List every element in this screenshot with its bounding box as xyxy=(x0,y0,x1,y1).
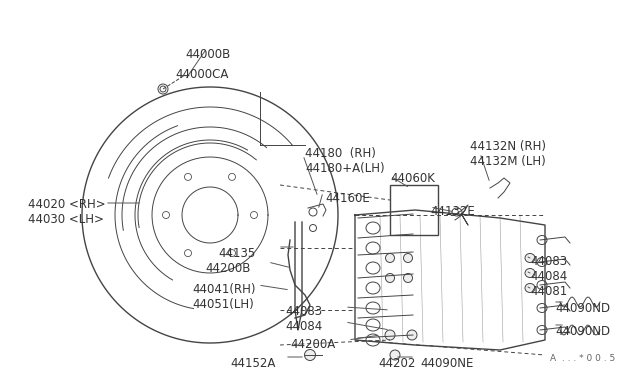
Text: 44041(RH): 44041(RH) xyxy=(192,283,255,296)
Text: 44090ND: 44090ND xyxy=(555,325,610,338)
Ellipse shape xyxy=(385,330,395,340)
Text: 44020 <RH>: 44020 <RH> xyxy=(28,198,106,211)
Text: 44081: 44081 xyxy=(530,285,567,298)
Ellipse shape xyxy=(403,253,413,263)
Text: 44132M (LH): 44132M (LH) xyxy=(470,155,546,168)
Text: 44084: 44084 xyxy=(530,270,567,283)
Text: 44083: 44083 xyxy=(285,305,322,318)
Ellipse shape xyxy=(525,283,535,292)
Text: 44200B: 44200B xyxy=(205,262,250,275)
Text: 44180+A(LH): 44180+A(LH) xyxy=(305,162,385,175)
Text: 44060K: 44060K xyxy=(390,172,435,185)
Text: 44132E: 44132E xyxy=(430,205,475,218)
Text: 44000CA: 44000CA xyxy=(175,68,228,81)
Ellipse shape xyxy=(407,330,417,340)
Text: 44090NE: 44090NE xyxy=(420,357,474,370)
Text: 44160E: 44160E xyxy=(325,192,370,205)
Ellipse shape xyxy=(525,269,535,278)
Text: 44090ND: 44090ND xyxy=(555,302,610,315)
Ellipse shape xyxy=(305,350,316,360)
Text: 44000B: 44000B xyxy=(185,48,230,61)
Ellipse shape xyxy=(403,273,413,282)
Bar xyxy=(390,185,438,235)
Text: 44132N (RH): 44132N (RH) xyxy=(470,140,546,153)
Ellipse shape xyxy=(390,350,400,360)
Text: 44180  (RH): 44180 (RH) xyxy=(305,147,376,160)
Text: 44200A: 44200A xyxy=(290,338,335,351)
Text: 44084: 44084 xyxy=(285,320,323,333)
Ellipse shape xyxy=(525,253,535,263)
Text: 44030 <LH>: 44030 <LH> xyxy=(28,213,104,226)
Text: 44152A: 44152A xyxy=(230,357,275,370)
Ellipse shape xyxy=(385,253,394,263)
Text: A  . . . * 0 0 . 5: A . . . * 0 0 . 5 xyxy=(550,354,615,363)
Text: 44202: 44202 xyxy=(378,357,415,370)
Text: 44051(LH): 44051(LH) xyxy=(192,298,253,311)
Ellipse shape xyxy=(385,273,394,282)
Text: 44083: 44083 xyxy=(530,255,567,268)
Text: 44135: 44135 xyxy=(218,247,255,260)
